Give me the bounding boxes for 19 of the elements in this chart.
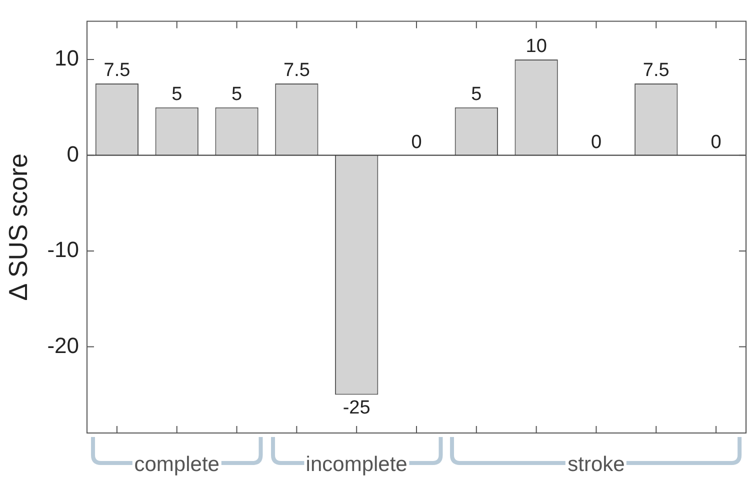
data-label: 7.5 [104,60,130,82]
data-label: 7.5 [642,60,670,82]
y-tick-label: -10 [47,237,79,262]
data-label: 7.5 [283,60,310,82]
data-label: 5 [231,84,242,106]
text: incomplete [304,453,410,477]
y-tick-label: -20 [47,332,79,358]
data-label: 10 [526,36,547,58]
data-label: 5 [172,84,182,106]
y-tick-label: 0 [66,141,79,166]
data-label: 0 [710,132,722,154]
text: complete [132,453,222,477]
y-axis-title: Δ SUS score [2,153,33,301]
data-label: 0 [411,132,422,154]
data-label: 0 [590,132,602,154]
data-label: -25 [342,397,370,418]
text: stroke [566,453,627,477]
data-label: 5 [471,84,482,106]
y-tick-label: 10 [54,46,79,71]
